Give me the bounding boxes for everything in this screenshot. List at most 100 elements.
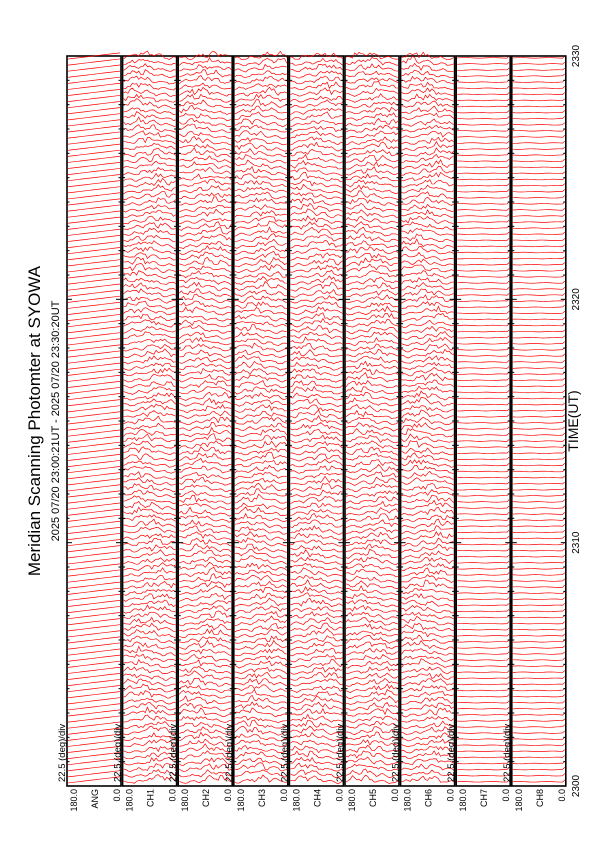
trace-line — [234, 769, 287, 778]
trace-line — [67, 168, 121, 175]
trace-line — [512, 614, 566, 619]
trace-line — [179, 315, 232, 322]
trace-line — [290, 508, 343, 516]
trace-line — [401, 405, 454, 413]
trace-line — [234, 93, 287, 103]
trace-line — [290, 234, 343, 242]
trace-line — [234, 757, 288, 767]
trace-line — [67, 289, 121, 297]
trace-line — [67, 198, 121, 206]
trace-line — [457, 104, 510, 108]
trace-line — [457, 542, 510, 546]
trace-line — [457, 256, 510, 260]
trace-line — [401, 355, 454, 364]
trace-line — [345, 380, 399, 389]
trace-line — [345, 538, 399, 547]
trace-line — [290, 52, 343, 60]
trace-line — [179, 490, 232, 498]
trace-line — [345, 464, 399, 473]
trace-line — [179, 324, 232, 334]
trace-line — [290, 495, 343, 504]
trace-line — [457, 694, 510, 698]
trace-line — [512, 366, 566, 369]
trace-line — [401, 251, 454, 261]
trace-line — [401, 131, 454, 139]
trace-line — [179, 743, 232, 754]
trace-line — [345, 257, 399, 267]
scale-label: 22.5 (deg)/div — [446, 724, 457, 782]
trace-line — [123, 518, 176, 528]
trace-line — [123, 471, 176, 480]
trace-line — [234, 471, 287, 480]
trace-line — [457, 231, 510, 235]
trace-line — [67, 82, 121, 90]
trace-line — [290, 775, 343, 785]
panel-name: CH2 — [201, 789, 211, 807]
trace-line — [179, 218, 232, 224]
trace-line — [67, 618, 121, 626]
trace-line — [178, 707, 232, 718]
trace-line — [345, 173, 399, 182]
trace-line — [234, 543, 287, 553]
trace-line — [457, 335, 510, 339]
trace-line — [178, 336, 232, 346]
trace-line — [345, 726, 399, 736]
trace-line — [401, 62, 454, 72]
trace-line — [345, 179, 399, 188]
trace-line — [512, 347, 566, 351]
trace-line — [67, 405, 121, 413]
trace-line — [123, 440, 176, 449]
trace-line — [123, 415, 176, 425]
panel-name: CH5 — [368, 789, 378, 807]
chart-title: Meridian Scanning Photomter at SYOWA — [25, 265, 44, 576]
trace-line — [123, 593, 176, 602]
trace-line — [123, 645, 176, 657]
trace-line — [457, 171, 510, 175]
trace-line — [457, 511, 510, 515]
trace-line — [179, 654, 232, 663]
trace-line — [123, 489, 176, 499]
trace-line — [512, 128, 566, 132]
trace-line — [512, 195, 566, 199]
trace-line — [290, 275, 343, 285]
panel-traces — [123, 50, 176, 784]
trace-line — [179, 270, 232, 280]
trace-line — [290, 617, 343, 626]
trace-line — [234, 180, 287, 188]
trace-line — [123, 167, 176, 176]
trace-line — [178, 519, 232, 529]
trace-line — [401, 557, 454, 565]
trace-line — [179, 610, 232, 620]
trace-line — [457, 61, 510, 65]
trace-line — [512, 542, 566, 546]
trace-line — [512, 481, 566, 485]
trace-line — [123, 678, 176, 687]
trace-line — [512, 262, 566, 266]
trace-line — [401, 531, 454, 541]
trace-line — [290, 167, 343, 176]
trace-line — [512, 414, 566, 418]
trace-line — [67, 484, 121, 492]
trace-line — [457, 664, 510, 667]
trace-line — [401, 118, 454, 127]
trace-line — [123, 204, 176, 213]
trace-line — [67, 703, 121, 711]
trace-line — [512, 445, 566, 448]
trace-line — [457, 237, 510, 241]
trace-line — [290, 398, 343, 407]
trace-line — [457, 390, 510, 394]
panel-ang: 0.0 180.0 ANG 22.5 (deg)/div — [57, 52, 122, 812]
trace-line — [457, 116, 510, 120]
trace-line — [290, 202, 343, 212]
trace-line — [457, 493, 510, 497]
trace-line — [345, 763, 399, 771]
trace-line — [401, 385, 454, 394]
trace-line — [290, 658, 343, 669]
trace-line — [401, 726, 454, 735]
trace-line — [345, 569, 399, 578]
trace-line — [457, 682, 510, 686]
trace-line — [290, 592, 343, 602]
trace-line — [290, 556, 343, 565]
trace-line — [457, 55, 510, 59]
